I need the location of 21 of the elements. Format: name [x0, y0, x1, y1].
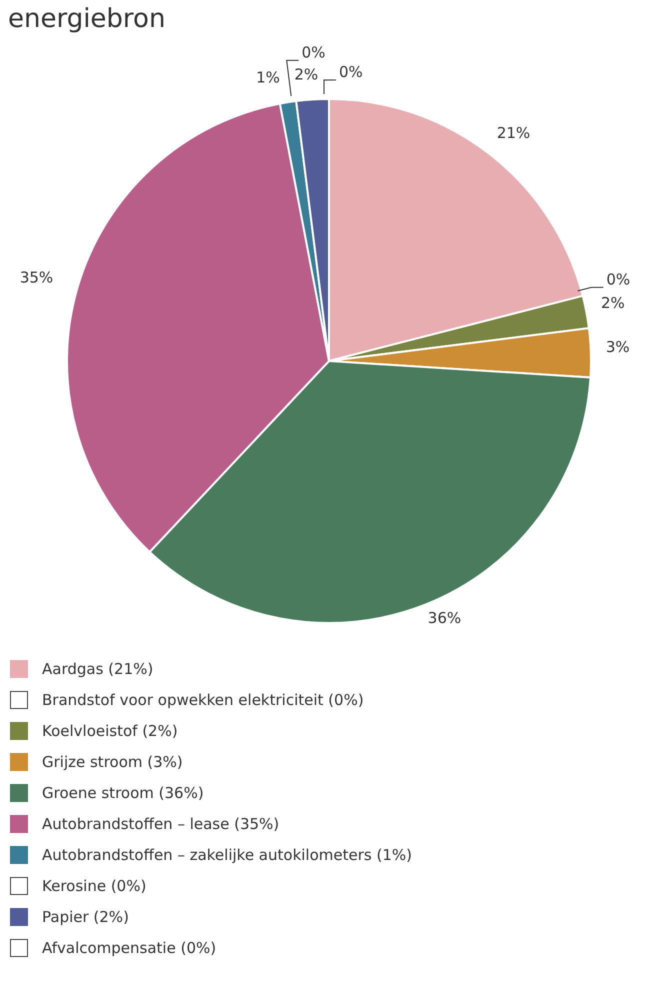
legend-label: Autobrandstoffen – lease (35%): [42, 814, 280, 832]
legend-label: Autobrandstoffen – zakelijke autokilometers (1%): [42, 846, 412, 864]
text: 0%: [339, 63, 363, 81]
chart-title: energiebron: [8, 4, 166, 34]
legend-label: Afvalcompensatie (0%): [42, 938, 216, 956]
legend-label: Papier (2%): [42, 908, 129, 926]
legend-label: Koelvloeistof (2%): [42, 722, 178, 740]
data-label: 3%: [606, 338, 630, 356]
legend-label: Brandstof voor opwekken elektriciteit (0%): [42, 690, 364, 708]
text: 0%: [302, 43, 326, 62]
legend-label: Kerosine (0%): [42, 876, 146, 894]
legend-label: Aardgas (21%): [42, 660, 154, 678]
legend-label: Groene stroom (36%): [42, 784, 204, 802]
data-label: 2%: [601, 294, 625, 312]
legend-label: Grijze stroom (3%): [42, 752, 183, 770]
data-label: 21%: [496, 124, 530, 142]
data-label: 2%: [294, 66, 318, 84]
data-label: 36%: [428, 609, 462, 628]
data-label: 35%: [20, 268, 54, 286]
data-label: 1%: [256, 68, 280, 86]
text: 0%: [606, 270, 630, 288]
